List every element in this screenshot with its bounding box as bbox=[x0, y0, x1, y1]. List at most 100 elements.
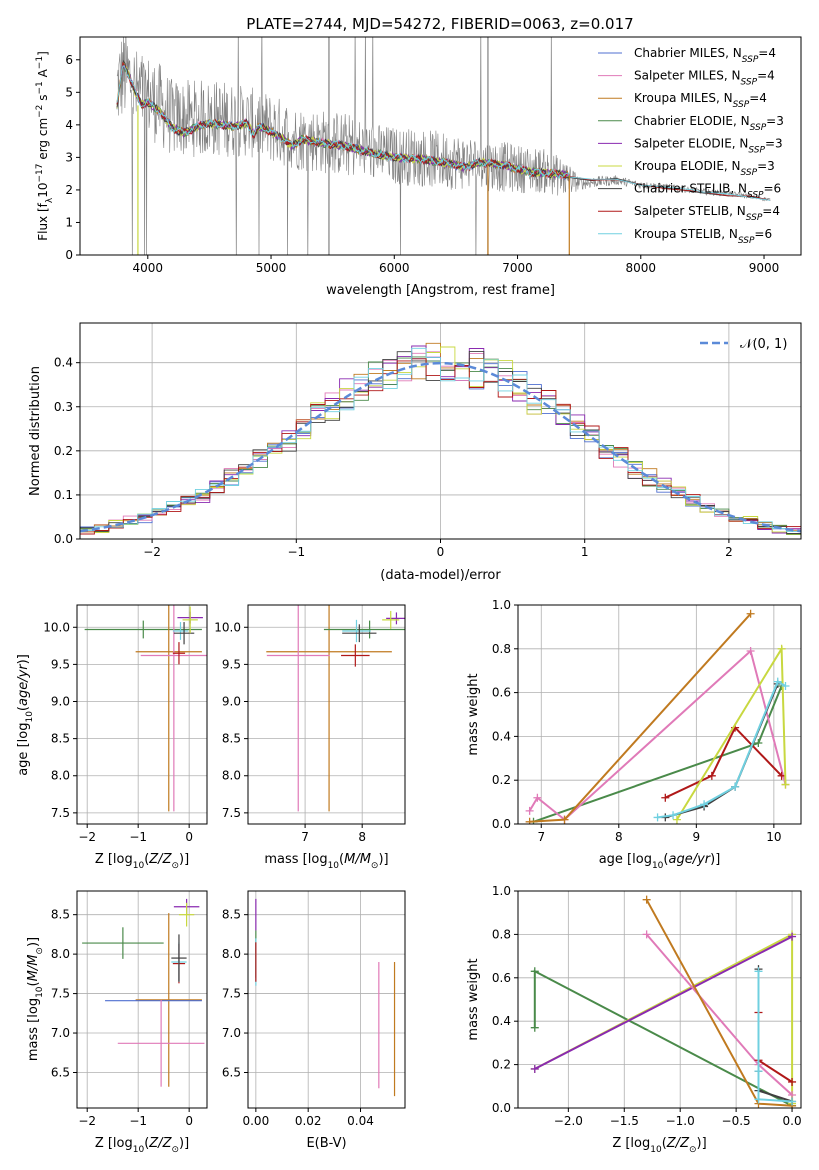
data-point bbox=[642, 895, 651, 904]
x-axis-label: Z [log10(Z/Z⊙)] bbox=[95, 852, 189, 871]
x-tick-label: −2 bbox=[78, 830, 96, 844]
data-point bbox=[672, 815, 681, 824]
y-tick-label: 0.0 bbox=[492, 817, 511, 831]
mass-age-axes: 7 8 7.5 8.0 8.5 9.0 9.5 10.0 bbox=[214, 605, 405, 844]
series-chabrier-stelib bbox=[665, 683, 779, 819]
data-point bbox=[746, 609, 755, 618]
x-tick-label: 9000 bbox=[749, 261, 780, 275]
data-point bbox=[754, 1067, 763, 1076]
figure-title: PLATE=2744, MJD=54272, FIBERID=0063, z=0… bbox=[246, 15, 633, 33]
x-tick-label: 0.04 bbox=[347, 1114, 374, 1128]
y-tick-label: 0.6 bbox=[492, 686, 511, 700]
x-tick-label: 10 bbox=[766, 830, 781, 844]
x-axis-label: age [log10(age/yr)] bbox=[599, 852, 721, 871]
legend-label: Salpeter ELODIE, NSSP=3 bbox=[634, 136, 783, 155]
x-axis-label: Z [log10(Z/Z⊙)] bbox=[612, 1136, 706, 1155]
y-axis-label: mass weight bbox=[466, 958, 481, 1040]
axes-frame bbox=[76, 604, 208, 825]
data-point bbox=[746, 646, 755, 655]
data-point bbox=[777, 644, 786, 653]
x-tick-label: −1.0 bbox=[666, 1114, 695, 1128]
series-kroupa-stelib bbox=[757, 971, 793, 1103]
x-axis-label: Z [log10(Z/Z⊙)] bbox=[95, 1136, 189, 1155]
data-point bbox=[642, 930, 651, 939]
data-point bbox=[781, 780, 790, 789]
y-tick-label: 2 bbox=[65, 183, 73, 197]
y-tick-label: 0.4 bbox=[492, 1014, 511, 1028]
data-point bbox=[773, 677, 782, 686]
y-tick-label: 0.4 bbox=[492, 729, 511, 743]
y-tick-label: 1.0 bbox=[492, 884, 511, 898]
y-axis-label: Normed distribution bbox=[28, 366, 43, 496]
y-tick-label: 9.0 bbox=[222, 695, 241, 709]
legend-label: Kroupa ELODIE, NSSP=3 bbox=[634, 159, 775, 178]
axes-frame bbox=[76, 890, 208, 1109]
x-tick-label: 6000 bbox=[379, 261, 410, 275]
z-age-plot bbox=[84, 605, 207, 812]
data-point bbox=[700, 800, 709, 809]
x-tick-label: 7 bbox=[537, 830, 545, 844]
data-point bbox=[788, 932, 797, 941]
x-tick-label: 8 bbox=[615, 830, 623, 844]
x-tick-label: −1 bbox=[129, 1114, 147, 1128]
y-tick-label: 8.5 bbox=[51, 732, 70, 746]
y-tick-label: 0.6 bbox=[492, 971, 511, 985]
histogram-kroupa-miles bbox=[80, 342, 801, 533]
y-tick-label: 7.0 bbox=[51, 1026, 70, 1040]
data-point bbox=[530, 1064, 539, 1073]
weight-age-axes: 7 8 9 10 0.0 0.2 0.4 0.6 0.8 1.0 bbox=[492, 598, 801, 844]
legend-label: Kroupa MILES, NSSP=4 bbox=[634, 91, 767, 110]
z-age-axes: −2 −1 0 7.5 8.0 8.5 9.0 9.5 10.0 bbox=[43, 605, 207, 844]
ebv-mass-plot bbox=[255, 898, 396, 1097]
y-tick-label: 0.4 bbox=[54, 356, 73, 370]
y-tick-label: 8.0 bbox=[222, 947, 241, 961]
x-tick-label: −1 bbox=[129, 830, 147, 844]
axes-frame bbox=[79, 36, 802, 256]
histogram-kroupa-elodie bbox=[80, 346, 801, 535]
y-tick-label: 0.3 bbox=[54, 400, 73, 414]
ebv-mass-axes: 0.00 0.02 0.04 6.5 7.0 7.5 8.0 8.5 bbox=[222, 891, 405, 1128]
y-tick-label: 8.5 bbox=[51, 908, 70, 922]
legend-label: Salpeter STELIB, NSSP=4 bbox=[634, 204, 780, 223]
x-tick-label: 7 bbox=[301, 830, 309, 844]
mass-age-plot bbox=[266, 605, 405, 812]
y-tick-label: 5 bbox=[65, 85, 73, 99]
legend-label: Kroupa STELIB, NSSP=6 bbox=[634, 227, 772, 246]
spectrum-legend: Chabrier MILES, NSSP=4 Salpeter MILES, NS… bbox=[598, 46, 784, 246]
x-tick-label: 0 bbox=[185, 1114, 193, 1128]
y-tick-label: 9.5 bbox=[51, 657, 70, 671]
spectrum-plot bbox=[116, 37, 771, 255]
x-tick-label: −1 bbox=[287, 545, 305, 559]
y-tick-label: 6.5 bbox=[51, 1065, 70, 1079]
data-point bbox=[661, 793, 670, 802]
y-tick-label: 3 bbox=[65, 150, 73, 164]
x-tick-label: −1.5 bbox=[610, 1114, 639, 1128]
data-point bbox=[731, 782, 740, 791]
x-tick-label: 5000 bbox=[256, 261, 287, 275]
data-point bbox=[560, 815, 569, 824]
series-salpeter-miles bbox=[528, 649, 787, 821]
data-point bbox=[781, 682, 790, 691]
z-mass-plot bbox=[82, 898, 205, 1087]
y-tick-label: 0.2 bbox=[492, 773, 511, 787]
y-tick-label: 8.0 bbox=[222, 769, 241, 783]
x-axis-label: E(B-V) bbox=[306, 1136, 346, 1151]
y-axis-label: mass [log10(M/M⊙)] bbox=[26, 937, 45, 1061]
y-tick-label: 4 bbox=[65, 118, 73, 132]
axes-frame bbox=[79, 322, 802, 540]
x-tick-label: −2 bbox=[78, 1114, 96, 1128]
data-point bbox=[530, 1023, 539, 1032]
data-point bbox=[754, 967, 763, 976]
series-salpeter-miles bbox=[645, 933, 793, 1096]
y-axis-label: age [log10(age/yr)] bbox=[16, 654, 35, 776]
data-point bbox=[525, 806, 534, 815]
y-tick-label: 0.8 bbox=[492, 927, 511, 941]
series-salpeter-elodie bbox=[534, 935, 793, 1070]
x-tick-label: 1 bbox=[581, 545, 589, 559]
y-tick-label: 0.0 bbox=[54, 532, 73, 546]
y-tick-label: 1 bbox=[65, 215, 73, 229]
legend-label: Chabrier ELODIE, NSSP=3 bbox=[634, 114, 784, 133]
y-tick-label: 0 bbox=[65, 248, 73, 262]
x-tick-label: −2 bbox=[143, 545, 161, 559]
